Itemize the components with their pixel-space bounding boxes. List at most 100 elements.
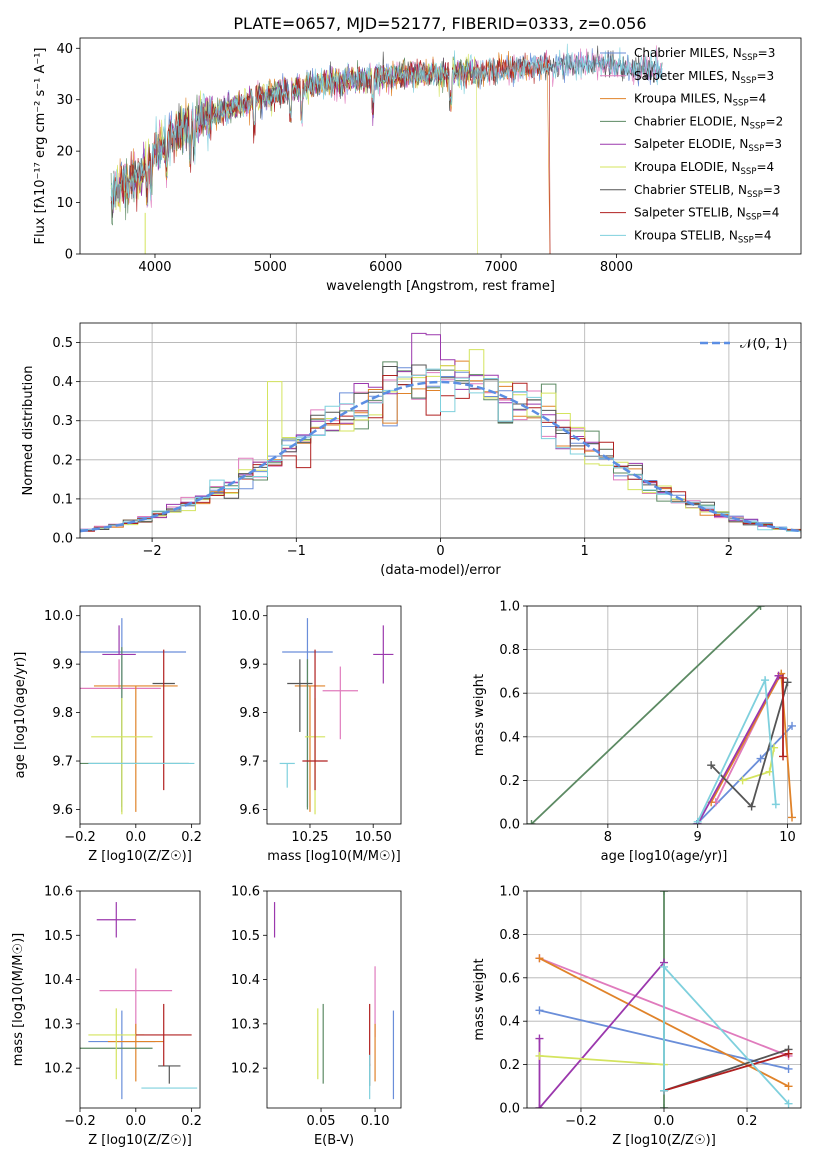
spectrum-line	[110, 57, 477, 214]
y-tick-label: 9.9	[239, 658, 260, 673]
y-tick-label: 0.2	[499, 1058, 520, 1073]
errorbar-point	[279, 762, 295, 788]
axes-frame	[79, 322, 802, 539]
x-tick-label: 1	[581, 544, 589, 559]
legend-spectrum: Chabrier MILES, NSSP=3 Salpeter MILES, NS…	[600, 46, 783, 245]
y-tick-label: 0.5	[52, 336, 73, 351]
legend-value: =4	[756, 160, 774, 174]
y-tick-label: 9.8	[239, 706, 260, 721]
y-tick-label: 0.4	[52, 375, 73, 390]
x-tick-label: −0.2	[565, 1114, 597, 1129]
legend-value: =4	[749, 92, 767, 106]
y-tick-label: 20	[56, 145, 73, 160]
x-axis-label: E(B-V)	[314, 1133, 354, 1148]
weight-marker	[784, 1064, 793, 1073]
axes-frame	[79, 37, 802, 255]
figure-title: PLATE=0657, MJD=52177, FIBERID=0333, z=0…	[233, 14, 646, 33]
weight-marker	[535, 1034, 544, 1043]
y-axis-label: mass weight	[472, 674, 487, 756]
errorbar-point	[88, 1010, 156, 1100]
y-tick-label: 0.6	[499, 687, 520, 702]
x-axis-label: Z [log10(Z/Z☉)]	[88, 1133, 192, 1148]
y-tick-label: 9.6	[239, 803, 260, 818]
errorbar-point	[302, 649, 328, 791]
x-tick-label: 4000	[138, 260, 171, 275]
axes-frame	[266, 890, 402, 1109]
weight-marker	[707, 761, 716, 770]
weight-marker	[660, 1104, 668, 1108]
weight-line	[696, 675, 780, 824]
y-tick-label: 9.6	[52, 803, 73, 818]
legend-label: Salpeter STELIB, NSSP=4	[634, 206, 779, 223]
y-tick-label: 10.2	[44, 1062, 73, 1077]
panel-spectrum: 4000 5000 6000 7000 8000 0 10 20 30 40 wavelength …	[33, 37, 802, 294]
x-tick-label: −2	[143, 544, 162, 559]
y-tick-label: 9.7	[52, 755, 73, 770]
y-tick-label: 9.7	[239, 755, 260, 770]
legend-subscript: SSP	[741, 76, 757, 86]
y-tick-label: 10	[56, 196, 73, 211]
y-tick-label: 0.3	[52, 414, 73, 429]
x-axis-label: Z [log10(Z/Z☉)]	[612, 1133, 716, 1148]
weight-marker	[660, 891, 668, 895]
y-tick-label: 0	[65, 248, 73, 263]
errorbar-point	[107, 1023, 164, 1082]
errorbar-point	[102, 625, 136, 656]
legend-subscript: SSP	[741, 167, 757, 177]
panel-mass_vs_Z: −0.2 0.0 0.2 10.2 10.3 10.4 10.5 10.6 Z [log10(Z…	[11, 885, 202, 1149]
weight-marker	[535, 1104, 544, 1108]
legend-label: Kroupa MILES, NSSP=4	[634, 92, 766, 109]
weight-marker	[756, 606, 765, 610]
normal-curve	[80, 380, 801, 533]
y-tick-label: 0.0	[499, 818, 520, 833]
x-tick-label: 6000	[369, 260, 402, 275]
x-tick-label: 2	[725, 544, 733, 559]
y-tick-label: 0.1	[52, 492, 73, 507]
x-tick-label: −0.2	[64, 830, 96, 845]
y-tick-label: 10.0	[44, 609, 73, 624]
legend-normal: 𝒩(0, 1)	[700, 337, 787, 352]
y-tick-label: 0.0	[499, 1102, 520, 1117]
weight-line	[530, 606, 762, 824]
errorbar-point	[93, 685, 178, 812]
weight-marker	[771, 800, 780, 809]
errorbar-point	[287, 659, 313, 732]
weight-line	[538, 962, 665, 1108]
x-tick-label: 7000	[485, 260, 518, 275]
x-tick-label: 0.2	[737, 1114, 758, 1129]
errorbar-point	[88, 1008, 145, 1080]
weight-marker	[660, 962, 668, 971]
y-axis-label: Flux [fλ10⁻¹⁷ erg cm⁻² s⁻¹ A⁻¹]	[33, 48, 48, 245]
weight-marker	[784, 1099, 793, 1108]
y-axis-label: Normed distribution	[21, 366, 36, 496]
panel-weight_vs_age: 8 9 10 0.0 0.2 0.4 0.6 0.8 1.0 age [log10(age/yr)…	[472, 600, 802, 864]
errorbar-point	[158, 1065, 181, 1084]
errorbar-point	[80, 659, 161, 689]
weight-marker	[535, 1006, 544, 1015]
y-tick-label: 0.4	[499, 1015, 520, 1030]
y-tick-label: 10.3	[44, 1017, 73, 1032]
x-axis-label: (data-model)/error	[380, 563, 501, 578]
x-tick-label: 5000	[254, 260, 287, 275]
x-tick-label: 0	[436, 544, 444, 559]
weight-marker	[527, 820, 536, 824]
y-tick-label: 0.4	[499, 730, 520, 745]
x-tick-label: 9	[694, 830, 702, 845]
plot-area-age_vs_Z	[80, 618, 195, 815]
histogram-step	[80, 368, 801, 533]
legend-subscript: SSP	[750, 121, 766, 131]
legend-label: Kroupa ELODIE, NSSP=4	[634, 160, 774, 177]
y-tick-label: 10.4	[44, 973, 73, 988]
weight-marker	[693, 817, 702, 824]
legend-subscript: SSP	[733, 99, 749, 109]
plot-area-weight_vs_Z	[535, 891, 793, 1108]
weight-marker	[784, 1082, 793, 1091]
x-tick-label: 8	[604, 830, 612, 845]
y-tick-label: 0.8	[499, 643, 520, 658]
x-tick-label: 0.0	[654, 1114, 675, 1129]
y-tick-label: 10.6	[44, 885, 73, 900]
legend-subscript: SSP	[748, 144, 764, 154]
legend-label: Salpeter ELODIE, NSSP=3	[634, 137, 782, 154]
legend-label: Chabrier MILES, NSSP=3	[634, 46, 775, 63]
